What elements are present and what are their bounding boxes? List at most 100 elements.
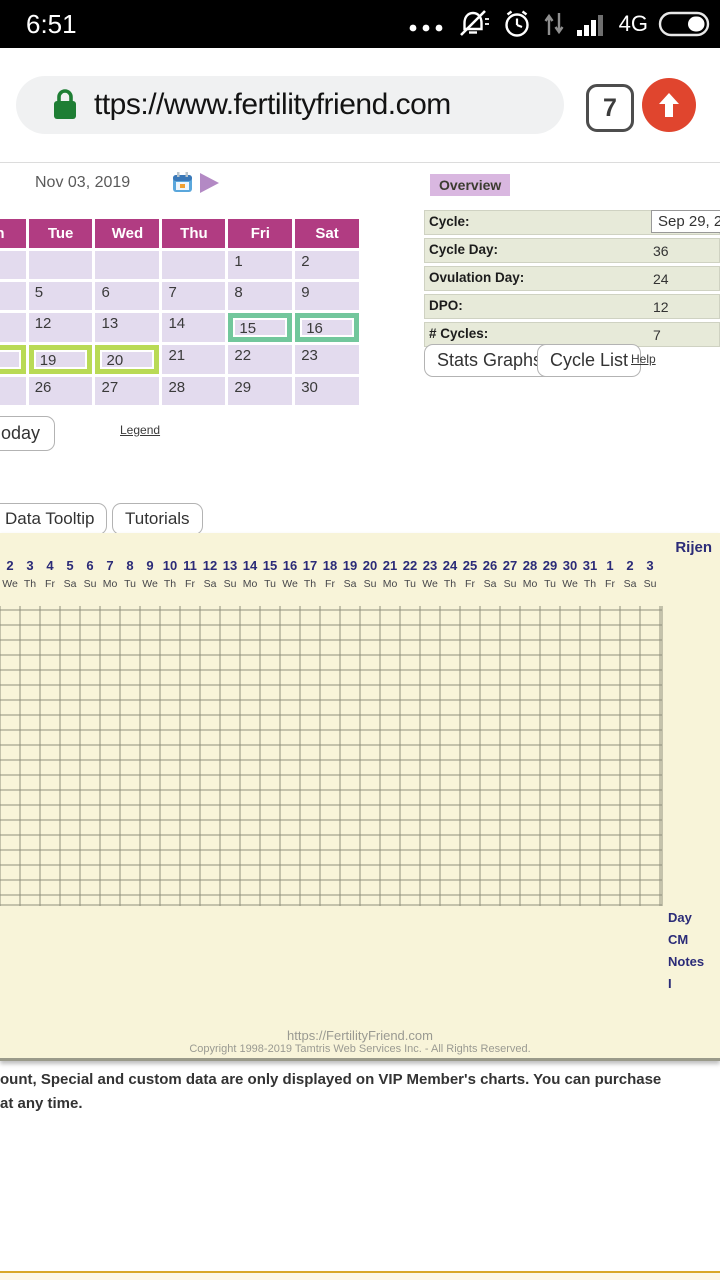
weekday-tick: Su <box>223 578 237 590</box>
calendar-day-cell[interactable]: 15 <box>228 313 293 342</box>
browser-toolbar: ttps://www.fertilityfriend.com 7 <box>0 48 720 163</box>
chart-date-axis: 2 3 4 5 6 7 8 9 10 11 12 13 14 15 16 17 18 19 20 21 22 23 24 25… <box>0 558 680 573</box>
calendar-weekday-header: Wed <box>95 219 160 248</box>
date-tick: 6 <box>86 558 94 573</box>
cycle-select[interactable]: Sep 29, 20 <box>651 210 720 233</box>
weekday-tick: Su <box>643 578 657 590</box>
overview-row: Ovulation Day: 24 <box>424 266 720 291</box>
date-tick: 4 <box>46 558 54 573</box>
status-bar: 6:51 4G <box>0 0 720 48</box>
vip-notice-line1: ount, Special and custom data are only d… <box>0 1071 662 1088</box>
url-bar[interactable]: ttps://www.fertilityfriend.com <box>16 76 564 134</box>
date-tick: 9 <box>146 558 154 573</box>
tab-counter-button[interactable]: 7 <box>586 84 634 132</box>
calendar-day-cell[interactable]: 20 <box>95 345 160 374</box>
date-tick: 23 <box>422 558 438 573</box>
tutorials-button[interactable]: Tutorials <box>112 503 203 535</box>
date-tick: 11 <box>183 558 197 573</box>
calendar-day-cell[interactable] <box>95 251 160 279</box>
calendar-day-cell[interactable]: 23 <box>295 345 359 374</box>
calendar-day-cell[interactable]: 6 <box>95 282 160 310</box>
play-next-icon[interactable] <box>200 173 219 193</box>
calendar-day-cell[interactable] <box>0 313 26 342</box>
calendar-day-cell[interactable]: 22 <box>228 345 293 374</box>
calendar-day-cell[interactable]: 30 <box>295 377 359 405</box>
date-tick: 3 <box>646 558 654 573</box>
calendar-day-cell[interactable]: 26 <box>28 377 93 405</box>
date-tick: 31 <box>582 558 598 573</box>
weekday-tick: Fr <box>605 578 615 590</box>
calendar-day-cell[interactable]: 21 <box>162 345 226 374</box>
weekday-tick: Th <box>303 578 317 590</box>
calendar-day-cell[interactable]: 2 <box>295 251 359 279</box>
calendar-day-cell[interactable]: 9 <box>295 282 359 310</box>
calendar-day-cell[interactable]: 13 <box>95 313 160 342</box>
calendar-day-cell[interactable] <box>0 345 26 374</box>
calendar-day-cell[interactable]: 14 <box>162 313 226 342</box>
date-tick: 1 <box>606 558 614 573</box>
weekday-tick: Tu <box>544 578 556 590</box>
https-lock-icon <box>54 89 76 119</box>
calendar-emoji-icon[interactable] <box>171 171 194 194</box>
weekday-tick: Su <box>503 578 517 590</box>
overview-row-value: 7 <box>653 327 661 343</box>
alarm-clock-icon <box>504 10 529 37</box>
weekday-tick: Fr <box>45 578 55 590</box>
cycle-list-button[interactable]: Cycle List <box>537 344 642 377</box>
overview-row-label: DPO: <box>429 298 463 313</box>
calendar-day-cell[interactable]: 28 <box>162 377 226 405</box>
date-tick: 20 <box>362 558 378 573</box>
weekday-tick: Su <box>83 578 97 590</box>
date-tick: 19 <box>342 558 358 573</box>
month-calendar: onTueWedThuFriSat12567891213141516192021… <box>0 216 400 416</box>
weekday-tick: Th <box>163 578 177 590</box>
weekday-tick: Sa <box>483 578 497 590</box>
calendar-day-cell[interactable] <box>0 251 26 279</box>
help-link[interactable]: Help <box>631 352 656 366</box>
date-tick: 18 <box>322 558 338 573</box>
weekday-tick: Fr <box>185 578 195 590</box>
browser-update-button[interactable] <box>642 78 696 132</box>
calendar-day-cell[interactable]: 7 <box>162 282 226 310</box>
date-tick: 22 <box>402 558 418 573</box>
day-row-label: Day <box>668 910 692 925</box>
section-divider <box>0 1271 720 1273</box>
calendar-day-cell[interactable]: 27 <box>95 377 160 405</box>
calendar-day-cell[interactable]: 5 <box>28 282 93 310</box>
weekday-tick: Th <box>583 578 597 590</box>
calendar-day-cell[interactable]: 19 <box>28 345 93 374</box>
overview-row-value: 24 <box>653 271 669 287</box>
weekday-tick: We <box>282 578 298 590</box>
calendar-day-cell[interactable] <box>162 251 226 279</box>
date-tick: 15 <box>262 558 278 573</box>
calendar-day-cell[interactable] <box>28 251 93 279</box>
weekday-tick: Mo <box>102 578 118 590</box>
calendar-weekday-header: Fri <box>228 219 293 248</box>
bbt-chart-svg[interactable] <box>0 533 720 1058</box>
calendar-day-cell[interactable]: 16 <box>295 313 359 342</box>
date-tick: 30 <box>562 558 578 573</box>
data-tooltip-button[interactable]: Data Tooltip <box>0 503 108 535</box>
calendar-day-cell[interactable]: 1 <box>228 251 293 279</box>
calendar-day-cell[interactable]: 12 <box>28 313 93 342</box>
overview-row-value: 12 <box>653 299 669 315</box>
legend-link[interactable]: Legend <box>120 423 161 437</box>
date-tick: 2 <box>6 558 14 573</box>
intercourse-row-label: I <box>668 976 672 991</box>
chart-footer-copyright: Copyright 1998-2019 Tamtris Web Services… <box>189 1043 531 1055</box>
notes-row-label: Notes <box>668 954 705 969</box>
weekday-tick: Th <box>23 578 37 590</box>
calendar-day-cell[interactable]: 8 <box>228 282 293 310</box>
today-button[interactable]: oday <box>0 416 56 451</box>
date-tick: 13 <box>222 558 238 573</box>
calendar-day-cell[interactable] <box>0 377 26 405</box>
overview-title: Overview <box>430 174 511 196</box>
calendar-day-cell[interactable] <box>0 282 26 310</box>
stats-graphs-button[interactable]: Stats Graphs <box>424 344 556 377</box>
calendar-day-cell[interactable]: 29 <box>228 377 293 405</box>
weekday-tick: Mo <box>242 578 258 590</box>
overview-row: Cycle Day: 36 <box>424 238 720 263</box>
calendar-weekday-header: Thu <box>162 219 226 248</box>
url-text[interactable]: ttps://www.fertilityfriend.com <box>94 88 451 121</box>
date-tick: 16 <box>282 558 298 573</box>
